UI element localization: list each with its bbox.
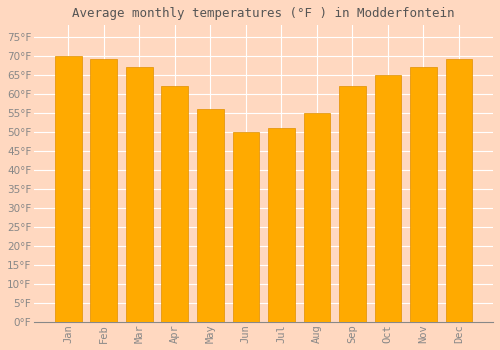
Bar xyxy=(268,128,294,322)
Bar xyxy=(232,132,259,322)
Bar xyxy=(90,60,117,322)
Bar xyxy=(197,109,224,322)
Bar xyxy=(374,75,401,322)
Title: Average monthly temperatures (°F ) in Modderfontein: Average monthly temperatures (°F ) in Mo… xyxy=(72,7,455,20)
Bar xyxy=(410,67,436,322)
Bar xyxy=(339,86,365,322)
Bar xyxy=(446,60,472,322)
Bar xyxy=(55,56,82,322)
Bar xyxy=(126,67,152,322)
Bar xyxy=(304,113,330,322)
Bar xyxy=(162,86,188,322)
